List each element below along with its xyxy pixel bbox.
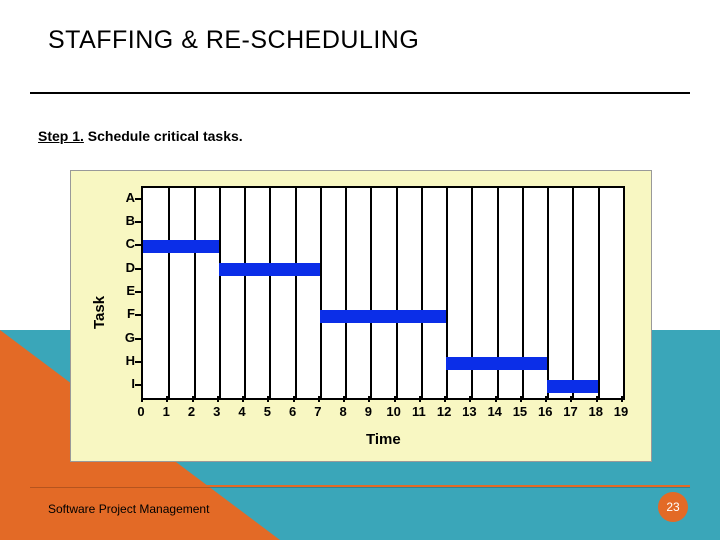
- x-tick-label: 6: [283, 404, 303, 419]
- gridline: [219, 188, 221, 398]
- slide: STAFFING & RE-SCHEDULING Step 1. Schedul…: [0, 0, 720, 540]
- y-tick-mark: [135, 291, 141, 293]
- y-tick-mark: [135, 338, 141, 340]
- x-tick-label: 4: [232, 404, 252, 419]
- x-tick-label: 14: [485, 404, 505, 419]
- gridline: [421, 188, 423, 398]
- task-bar: [547, 380, 598, 393]
- x-tick-label: 1: [156, 404, 176, 419]
- task-bar: [219, 263, 320, 276]
- task-bar: [446, 357, 547, 370]
- gridline: [396, 188, 398, 398]
- x-axis-title: Time: [366, 431, 401, 448]
- x-tick-mark: [469, 396, 471, 402]
- x-tick-mark: [621, 396, 623, 402]
- y-tick-mark: [135, 314, 141, 316]
- page-title: STAFFING & RE-SCHEDULING: [48, 26, 419, 55]
- x-tick-mark: [444, 396, 446, 402]
- x-tick-label: 12: [434, 404, 454, 419]
- gantt-chart: Task Time 012345678910111213141516171819…: [70, 170, 652, 462]
- x-tick-label: 19: [611, 404, 631, 419]
- task-label: C: [121, 236, 135, 251]
- task-label: H: [121, 353, 135, 368]
- x-tick-mark: [368, 396, 370, 402]
- x-tick-mark: [419, 396, 421, 402]
- x-tick-mark: [141, 396, 143, 402]
- y-tick-mark: [135, 361, 141, 363]
- gridline: [547, 188, 549, 398]
- x-tick-mark: [166, 396, 168, 402]
- x-tick-label: 10: [384, 404, 404, 419]
- gridline: [370, 188, 372, 398]
- y-tick-mark: [135, 244, 141, 246]
- x-tick-label: 18: [586, 404, 606, 419]
- task-label: I: [121, 376, 135, 391]
- plot-area: [141, 186, 625, 400]
- step-desc: Schedule critical tasks.: [88, 128, 243, 144]
- task-bar: [320, 310, 446, 323]
- gridline: [168, 188, 170, 398]
- x-tick-mark: [343, 396, 345, 402]
- x-tick-label: 11: [409, 404, 429, 419]
- x-tick-label: 2: [182, 404, 202, 419]
- x-tick-label: 0: [131, 404, 151, 419]
- y-tick-mark: [135, 198, 141, 200]
- x-tick-mark: [495, 396, 497, 402]
- gridline: [194, 188, 196, 398]
- x-tick-mark: [242, 396, 244, 402]
- y-tick-mark: [135, 268, 141, 270]
- x-tick-label: 16: [535, 404, 555, 419]
- gridline: [295, 188, 297, 398]
- x-tick-mark: [570, 396, 572, 402]
- task-label: G: [121, 330, 135, 345]
- title-rule: [30, 92, 690, 94]
- x-tick-label: 17: [560, 404, 580, 419]
- x-tick-label: 15: [510, 404, 530, 419]
- gridline: [572, 188, 574, 398]
- footer-rule-shadow: [30, 487, 690, 488]
- x-tick-mark: [394, 396, 396, 402]
- x-tick-mark: [545, 396, 547, 402]
- gridline: [320, 188, 322, 398]
- task-label: A: [121, 190, 135, 205]
- step-caption: Step 1. Schedule critical tasks.: [38, 128, 243, 144]
- x-tick-mark: [192, 396, 194, 402]
- y-axis-title: Task: [91, 296, 108, 329]
- gridline: [269, 188, 271, 398]
- x-tick-mark: [217, 396, 219, 402]
- x-tick-mark: [267, 396, 269, 402]
- step-label: Step 1.: [38, 128, 84, 144]
- footer-text: Software Project Management: [48, 502, 209, 516]
- gridline: [598, 188, 600, 398]
- x-tick-label: 13: [459, 404, 479, 419]
- x-tick-mark: [596, 396, 598, 402]
- task-label: F: [121, 306, 135, 321]
- x-tick-mark: [293, 396, 295, 402]
- x-tick-label: 7: [308, 404, 328, 419]
- x-tick-label: 3: [207, 404, 227, 419]
- task-label: E: [121, 283, 135, 298]
- x-tick-label: 8: [333, 404, 353, 419]
- x-tick-label: 5: [257, 404, 277, 419]
- gridline: [244, 188, 246, 398]
- task-label: D: [121, 260, 135, 275]
- gridline: [345, 188, 347, 398]
- task-label: B: [121, 213, 135, 228]
- page-number: 23: [666, 500, 679, 514]
- task-bar: [143, 240, 219, 253]
- y-tick-mark: [135, 384, 141, 386]
- page-number-badge: 23: [658, 492, 688, 522]
- x-tick-mark: [318, 396, 320, 402]
- x-tick-label: 9: [358, 404, 378, 419]
- x-tick-mark: [520, 396, 522, 402]
- y-tick-mark: [135, 221, 141, 223]
